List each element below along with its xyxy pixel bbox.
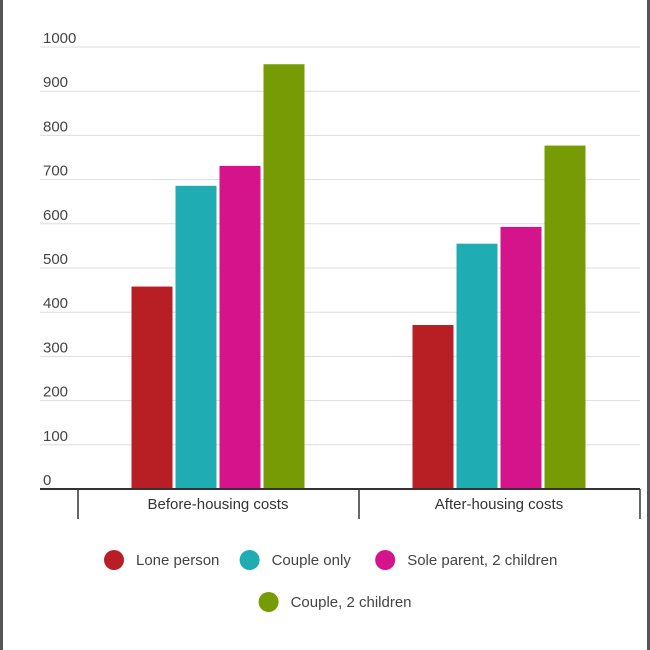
bar-couple-only-before-housing-costs (175, 185, 217, 489)
legend-label: Sole parent, 2 children (407, 552, 557, 569)
bar-couple-2-children-after-housing-costs (544, 145, 586, 490)
legend-item-lone-person[interactable]: Lone person (104, 550, 219, 570)
bar-chart: 0 100 200 300 400 500 600 700 800 900 1000 Before-… (40, 30, 641, 612)
bar-sole-parent-2-children-before-housing-costs (219, 165, 261, 489)
legend: Lone person Couple only Sole parent, 2 chi… (104, 550, 557, 612)
legend-item-couple-2-children[interactable]: Couple, 2 children (258, 592, 412, 612)
bar-lone-person-after-housing-costs (412, 325, 454, 489)
y-tick-label: 300 (43, 339, 68, 356)
y-axis: 0 100 200 300 400 500 600 700 800 900 1000 (43, 30, 76, 489)
y-tick-label: 1000 (43, 30, 76, 47)
y-tick-label: 200 (43, 384, 68, 401)
legend-label: Lone person (136, 552, 219, 569)
bar-sole-parent-2-children-after-housing-costs (500, 226, 542, 490)
legend-label: Couple, 2 children (291, 594, 412, 611)
legend-label: Couple only (272, 552, 352, 569)
x-axis: Before-housing costs After-housing costs (40, 488, 641, 519)
bars (131, 64, 586, 490)
y-tick-label: 800 (43, 118, 68, 135)
y-tick-label: 100 (43, 428, 68, 445)
y-tick-label: 900 (43, 74, 68, 91)
bar-lone-person-before-housing-costs (131, 286, 173, 489)
bar-couple-only-after-housing-costs (456, 243, 498, 489)
x-category-label: After-housing costs (435, 496, 563, 513)
bar-couple-2-children-before-housing-costs (263, 64, 305, 489)
legend-swatch (258, 592, 279, 612)
y-tick-label: 700 (43, 163, 68, 180)
legend-item-couple-only[interactable]: Couple only (239, 550, 352, 570)
y-tick-label: 600 (43, 207, 68, 224)
legend-item-sole-parent-2-children[interactable]: Sole parent, 2 children (375, 550, 557, 570)
y-tick-label: 500 (43, 251, 68, 268)
y-tick-label: 400 (43, 295, 68, 312)
legend-swatch (104, 550, 124, 570)
y-tick-label: 0 (43, 472, 51, 489)
legend-swatch (375, 550, 396, 570)
x-category-label: Before-housing costs (148, 496, 289, 513)
legend-swatch (239, 550, 260, 570)
